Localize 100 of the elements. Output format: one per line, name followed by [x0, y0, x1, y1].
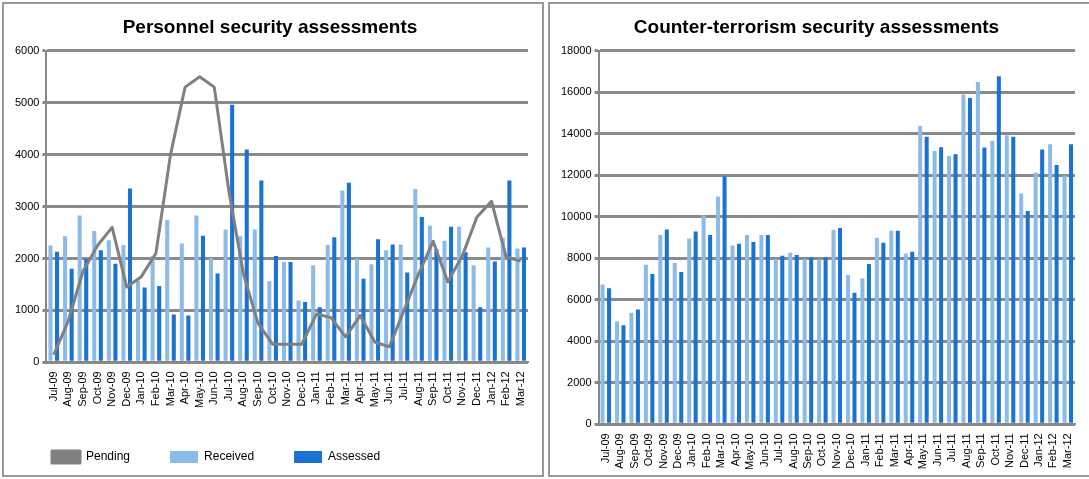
bar [463, 252, 468, 361]
x-tick-label: Feb-12 [1046, 433, 1059, 469]
x-tick-label: Jul-10 [772, 433, 785, 464]
y-tick-label: 18000 [560, 43, 592, 56]
x-tick-label: Aug-11 [411, 371, 424, 406]
bar [1033, 172, 1038, 423]
bar [521, 247, 527, 361]
x-tick-label: Oct-10 [815, 433, 828, 467]
bar [427, 225, 432, 361]
bar [471, 265, 476, 361]
x-tick-label: Aug-11 [959, 433, 972, 468]
bar [664, 229, 669, 423]
chart-title: Counter-terrorism security assessments [633, 15, 1000, 37]
bar [730, 245, 735, 423]
bar [823, 257, 828, 423]
bar [325, 244, 330, 361]
bar [507, 180, 512, 361]
x-tick-label: Jun-11 [382, 371, 395, 405]
x-tick-label: Jan-12 [484, 371, 497, 405]
bar [809, 257, 814, 423]
x-tick-label: Jul-09 [46, 371, 59, 402]
x-tick-label: Oct-10 [265, 371, 278, 405]
x-tick-label: May-10 [743, 433, 756, 471]
bar [208, 257, 214, 361]
bar [1019, 193, 1024, 423]
x-tick-label: May-10 [192, 371, 205, 409]
bar [1025, 211, 1030, 423]
bar [1054, 164, 1059, 423]
bar [259, 180, 264, 361]
x-tick-label: Apr-10 [728, 433, 741, 467]
bar [77, 215, 82, 361]
bar [889, 230, 894, 423]
bar [448, 226, 454, 361]
bar [492, 261, 497, 361]
legend-label: Pending [86, 449, 131, 464]
x-tick-label: Jul-10 [221, 371, 234, 402]
y-tick-label: 0 [33, 355, 40, 368]
x-tick-label: Jun-11 [930, 433, 943, 467]
bar [1004, 135, 1009, 423]
x-tick-label: Sep-10 [251, 371, 264, 407]
bar [281, 262, 286, 361]
x-tick-label: Nov-10 [829, 433, 842, 469]
bar [1069, 144, 1074, 423]
bar [500, 237, 505, 361]
x-tick-label: Dec-09 [671, 433, 684, 469]
x-tick-label: Mar-11 [338, 371, 351, 406]
bar [273, 255, 278, 361]
bar [296, 300, 301, 361]
bar [244, 149, 249, 361]
bar [629, 312, 634, 423]
bar [744, 235, 749, 423]
bar [643, 264, 648, 423]
x-tick-label: Dec-10 [844, 433, 857, 469]
x-tick-label: Oct-11 [440, 371, 453, 404]
x-tick-label: Apr-11 [902, 433, 915, 466]
x-tick-label: Mar-10 [714, 433, 727, 469]
bar [267, 281, 272, 361]
bar [136, 280, 141, 361]
bar [918, 125, 923, 423]
bar [1040, 149, 1045, 423]
y-tick-label: 0 [585, 417, 592, 430]
x-tick-label: Apr-11 [353, 371, 366, 404]
bar [650, 274, 655, 423]
x-tick-label: Jan-11 [309, 371, 322, 405]
x-tick-label: Aug-10 [786, 433, 799, 469]
bar [63, 236, 68, 361]
bar [223, 229, 228, 361]
x-tick-label: Nov-09 [105, 371, 118, 407]
bar [874, 237, 879, 423]
x-tick-label: Aug-09 [613, 433, 626, 469]
bar [230, 104, 235, 361]
bar [106, 240, 111, 361]
bar [672, 262, 677, 423]
bar [845, 274, 850, 423]
bar [773, 258, 778, 423]
bar [614, 321, 620, 423]
bar [939, 147, 944, 423]
bar [658, 235, 663, 423]
x-tick-label: Dec-09 [119, 371, 132, 407]
bar [288, 262, 293, 361]
x-tick-label: Jan-11 [858, 433, 871, 467]
x-tick-label: Sep-09 [75, 371, 88, 407]
bar [150, 255, 155, 361]
bar [716, 196, 721, 423]
bar [751, 241, 756, 423]
y-tick-label: 6000 [14, 43, 40, 56]
bar [722, 176, 727, 423]
bar [910, 251, 915, 423]
bar [607, 288, 612, 423]
x-tick-label: Jan-10 [134, 371, 147, 405]
bar [990, 140, 995, 423]
legend-label: Received [204, 449, 255, 464]
bar [84, 259, 89, 361]
x-tick-label: Aug-09 [61, 371, 74, 407]
y-tick-label: 5000 [14, 95, 40, 108]
bar [311, 265, 316, 361]
bar [1048, 144, 1053, 423]
bar [340, 190, 345, 361]
x-tick-label: Jun-10 [757, 433, 770, 467]
x-tick-label: Apr-10 [178, 371, 191, 405]
